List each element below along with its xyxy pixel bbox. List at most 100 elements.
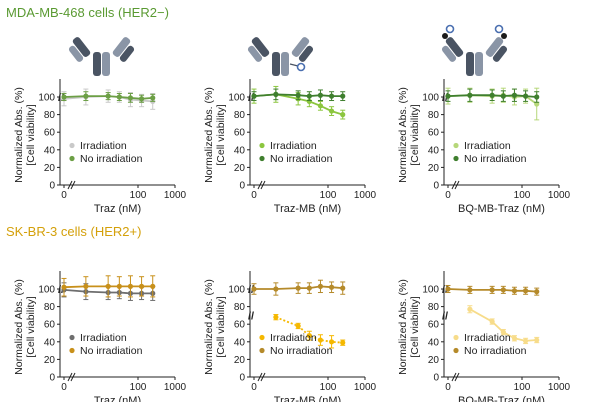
data-point xyxy=(127,283,134,289)
data-point xyxy=(306,285,312,291)
data-point xyxy=(328,93,335,99)
y-tick-label: 40 xyxy=(234,145,246,156)
data-point xyxy=(273,314,279,320)
data-point xyxy=(340,340,346,346)
data-point xyxy=(500,287,506,293)
data-point xyxy=(511,92,518,98)
data-point xyxy=(61,94,67,100)
y-tick-label: 0 xyxy=(239,181,245,192)
legend-label: Irradiation xyxy=(270,140,317,152)
data-point xyxy=(317,283,324,289)
data-point xyxy=(489,92,495,98)
data-point xyxy=(295,92,301,98)
x-axis-break xyxy=(451,372,460,382)
data-point xyxy=(511,335,518,341)
y-tick-label: 40 xyxy=(44,145,56,156)
x-tick-label: 100 xyxy=(130,382,147,393)
y-axis-label: Normalized Abs. (%) [Cell viability] xyxy=(397,279,421,375)
data-point xyxy=(251,93,257,99)
y-tick-label: 80 xyxy=(234,110,246,121)
data-point xyxy=(467,92,473,98)
y-tick-label: 100 xyxy=(422,285,439,296)
series-no-irradiation xyxy=(445,284,540,296)
y-tick-label: 20 xyxy=(234,163,246,174)
y-tick-label: 60 xyxy=(428,128,440,139)
data-point xyxy=(534,337,540,343)
data-point xyxy=(127,95,134,101)
x-tick-label: 1000 xyxy=(164,382,187,393)
y-axis-label-line-1: Normalized Abs. (%) xyxy=(203,279,215,375)
series-irradiation xyxy=(467,305,540,345)
data-point xyxy=(522,93,529,99)
series-no-irradiation xyxy=(61,91,156,103)
data-point xyxy=(500,329,506,335)
y-axis-label: Normalized Abs. (%) [Cell viability] xyxy=(13,87,37,183)
x-axis-break xyxy=(451,180,460,190)
y-axis-break-mark: // xyxy=(58,92,64,104)
y-tick-label: 60 xyxy=(44,320,56,331)
row-title-her2-negative: MDA-MB-468 cells (HER2−) xyxy=(6,5,169,20)
legend-label: No irradiation xyxy=(80,345,143,357)
y-tick-label: 0 xyxy=(49,181,55,192)
data-point xyxy=(467,306,473,312)
y-axis-break-mark-lower: // xyxy=(442,310,448,322)
legend-label: No irradiation xyxy=(270,345,333,357)
data-point xyxy=(534,289,540,295)
legend-marker xyxy=(259,155,265,162)
x-tick-label: 100 xyxy=(320,190,337,201)
y-tick-label: 100 xyxy=(38,93,55,104)
antibody-photosensitizer-icon xyxy=(247,37,314,76)
legend-label: Irradiation xyxy=(80,332,127,344)
data-point xyxy=(445,286,451,292)
series-irradiation xyxy=(273,314,346,349)
legend-marker xyxy=(69,142,75,149)
data-point xyxy=(150,95,156,101)
x-tick-label: 0 xyxy=(61,382,67,393)
data-point xyxy=(83,93,89,99)
x-tick-label: 0 xyxy=(445,190,451,201)
x-tick-label: 0 xyxy=(251,190,257,201)
y-axis-label-line-2: [Cell viability] xyxy=(409,104,421,165)
y-tick-label: 0 xyxy=(433,181,439,192)
legend-label: Irradiation xyxy=(464,140,511,152)
legend-marker xyxy=(259,347,265,354)
x-tick-label: 1000 xyxy=(164,190,187,201)
x-axis-label: Traz (nM) xyxy=(94,395,141,402)
x-tick-label: 100 xyxy=(514,190,531,201)
y-axis-label: Normalized Abs. (%) [Cell viability] xyxy=(203,87,227,183)
y-tick-label: 100 xyxy=(228,285,245,296)
y-tick-label: 0 xyxy=(433,373,439,384)
data-point xyxy=(328,284,335,290)
x-tick-label: 1000 xyxy=(548,382,571,393)
legend-label: Irradiation xyxy=(80,140,127,152)
data-point xyxy=(306,333,312,339)
y-axis-label-line-1: Normalized Abs. (%) xyxy=(203,87,215,183)
y-axis-label-line-2: [Cell viability] xyxy=(409,296,421,357)
data-point xyxy=(534,94,540,100)
legend-label: No irradiation xyxy=(464,153,527,165)
y-tick-label: 60 xyxy=(234,128,246,139)
x-tick-label: 1000 xyxy=(548,190,571,201)
y-tick-label: 20 xyxy=(428,163,440,174)
x-tick-label: 0 xyxy=(61,190,67,201)
x-axis-break xyxy=(67,372,76,382)
data-point xyxy=(317,92,324,98)
data-point xyxy=(445,93,451,99)
data-point xyxy=(295,285,301,291)
data-point xyxy=(467,287,473,293)
y-tick-label: 40 xyxy=(234,337,246,348)
data-point xyxy=(489,287,495,293)
x-tick-label: 1000 xyxy=(354,190,377,201)
y-axis-label-line-2: [Cell viability] xyxy=(215,296,227,357)
y-axis-break-mark: // xyxy=(442,284,448,296)
legend-marker xyxy=(69,334,75,341)
antibody-quencher-photosensitizer-icon xyxy=(441,24,508,76)
